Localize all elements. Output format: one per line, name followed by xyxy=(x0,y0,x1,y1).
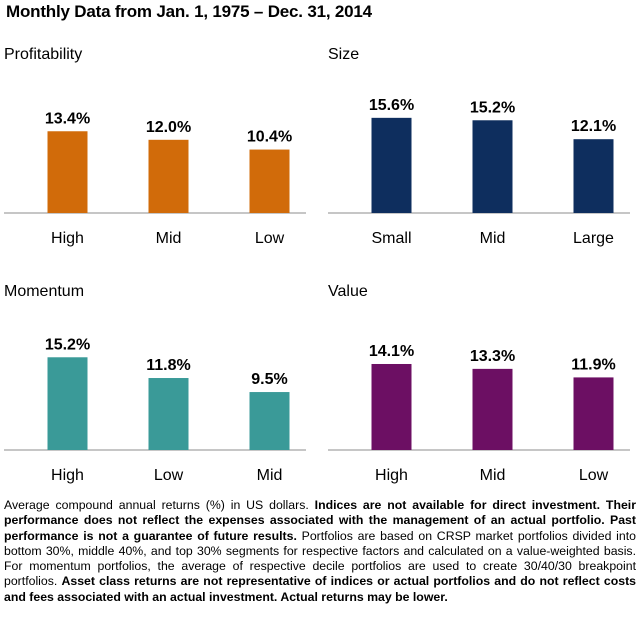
footnote-text-2: Portfolios are based on CRSP market port… xyxy=(4,528,636,589)
value-tick-label-high: High xyxy=(375,467,408,484)
value-value-label-high: 14.1% xyxy=(369,343,414,360)
profitability-bar-low xyxy=(249,149,290,213)
momentum-bar-mid xyxy=(249,392,290,450)
size-tick-label-large: Large xyxy=(573,230,614,247)
size-chart-title: Size xyxy=(328,46,360,63)
profitability-bar-mid xyxy=(148,139,189,213)
value-bar-mid xyxy=(472,368,513,450)
momentum-chart-title: Momentum xyxy=(4,283,85,300)
value-value-label-mid: 13.3% xyxy=(470,348,515,365)
footnote: Average compound annual returns (%) in U… xyxy=(4,498,636,605)
size-bar-large xyxy=(573,139,614,213)
momentum-tick-label-mid: Mid xyxy=(257,467,283,484)
profitability-chart: Profitability 13.4% High 12.0% Mid 10.4% Low xyxy=(4,46,310,258)
value-chart-title: Value xyxy=(328,283,368,300)
size-bar-mid xyxy=(472,120,513,213)
momentum-chart-plot: 15.2% High 11.8% Low 9.5% Mid xyxy=(4,336,306,484)
footnote-text-1: Average compound annual returns (%) in U… xyxy=(4,498,315,512)
momentum-chart: Momentum 15.2% High 11.8% Low 9.5% Mid xyxy=(4,283,310,495)
size-value-label-mid: 15.2% xyxy=(470,99,515,116)
momentum-value-label-high: 15.2% xyxy=(45,336,90,353)
profitability-chart-title: Profitability xyxy=(4,46,83,63)
size-tick-label-mid: Mid xyxy=(480,230,506,247)
value-tick-label-mid: Mid xyxy=(480,467,506,484)
footnote-bold-2: Asset class returns are not representati… xyxy=(4,574,637,604)
momentum-value-label-low: 11.8% xyxy=(146,357,190,374)
value-chart-plot: 14.1% High 13.3% Mid 11.9% Low xyxy=(328,343,630,484)
size-bar-small xyxy=(371,117,412,213)
main-title: Monthly Data from Jan. 1, 1975 – Dec. 31… xyxy=(6,2,372,21)
momentum-tick-label-high: High xyxy=(51,467,84,484)
value-bar-high xyxy=(371,363,412,450)
value-value-label-low: 11.9% xyxy=(571,356,615,373)
value-bar-low xyxy=(573,377,614,450)
momentum-bar-high xyxy=(47,357,88,450)
profitability-value-label-mid: 12.0% xyxy=(146,119,191,136)
profitability-chart-plot: 13.4% High 12.0% Mid 10.4% Low xyxy=(4,110,306,247)
footnote-bold-1: Indices are not available for direct inv… xyxy=(4,498,636,543)
size-chart: Size 15.6% Small 15.2% Mid 12.1% Large xyxy=(328,46,634,258)
profitability-tick-label-mid: Mid xyxy=(156,230,182,247)
profitability-bar-high xyxy=(47,131,88,213)
value-tick-label-low: Low xyxy=(579,467,609,484)
value-chart: Value 14.1% High 13.3% Mid 11.9% Low xyxy=(328,283,634,495)
profitability-value-label-high: 13.4% xyxy=(45,110,90,127)
momentum-tick-label-low: Low xyxy=(154,467,184,484)
profitability-value-label-low: 10.4% xyxy=(247,129,292,146)
profitability-tick-label-high: High xyxy=(51,230,84,247)
size-chart-plot: 15.6% Small 15.2% Mid 12.1% Large xyxy=(328,97,630,247)
momentum-value-label-mid: 9.5% xyxy=(251,371,287,388)
size-value-label-small: 15.6% xyxy=(369,97,414,114)
momentum-bar-low xyxy=(148,378,189,450)
size-tick-label-small: Small xyxy=(371,230,411,247)
profitability-tick-label-low: Low xyxy=(255,230,285,247)
size-value-label-large: 12.1% xyxy=(571,118,616,135)
